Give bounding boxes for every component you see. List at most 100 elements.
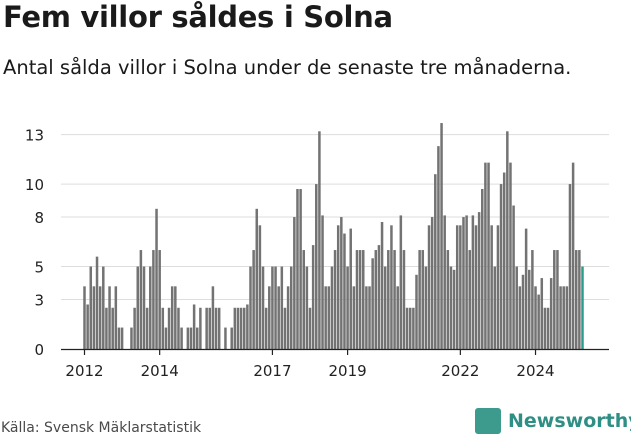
bar: [155, 208, 158, 349]
bar: [559, 286, 562, 349]
bar: [524, 228, 528, 349]
bar-chart: 0 3 5 8 10 13 2012 2014 2017 2019 2022 2024 5: [25, 0, 609, 380]
bar: [192, 304, 196, 349]
bar: [158, 250, 161, 349]
bar: [380, 222, 384, 349]
brand-name: Newsworthy: [508, 410, 631, 432]
bar: [362, 250, 365, 349]
bar: [120, 327, 124, 349]
bar: [180, 327, 183, 349]
bar: [299, 189, 302, 349]
bar: [396, 286, 399, 349]
bar: [130, 327, 133, 349]
bar: [477, 212, 481, 349]
bar: [383, 266, 387, 349]
bar: [98, 286, 102, 349]
bar: [336, 225, 340, 349]
bar: [102, 266, 105, 349]
newsworthy-icon: [475, 408, 501, 434]
bar: [239, 307, 243, 349]
bar: [327, 286, 331, 349]
bar: [302, 250, 305, 349]
bar: [274, 266, 277, 349]
bar: [255, 208, 259, 349]
latest-value-label: 5: [580, 0, 591, 5]
bar: [242, 307, 246, 349]
bar: [405, 307, 409, 349]
bar-highlight: [581, 266, 584, 349]
brand-logo[interactable]: Newsworthy: [475, 408, 631, 434]
x-tick-label: 2017: [253, 362, 291, 380]
bar: [230, 327, 233, 349]
bar: [377, 245, 381, 349]
bar: [578, 250, 581, 349]
bar: [424, 266, 428, 349]
bar: [214, 307, 218, 349]
bar: [95, 256, 99, 349]
x-tick-label: 2024: [516, 362, 554, 380]
bar: [430, 217, 434, 349]
bar: [518, 286, 522, 349]
bar: [186, 327, 190, 349]
bar: [528, 269, 531, 349]
bar: [211, 286, 215, 349]
bar: [170, 286, 174, 349]
bar: [540, 278, 544, 349]
bar: [352, 286, 356, 349]
bar: [493, 266, 497, 349]
bar: [205, 307, 208, 349]
bar: [161, 307, 165, 349]
bar: [487, 162, 490, 349]
bar: [390, 225, 393, 349]
bar: [268, 286, 271, 349]
bar: [443, 215, 446, 349]
y-tick-label: 0: [34, 341, 44, 359]
bar: [236, 307, 240, 349]
bar: [546, 307, 550, 349]
bar: [399, 215, 403, 349]
bar: [145, 307, 149, 349]
bar: [446, 250, 450, 349]
bar: [271, 266, 274, 349]
bar: [117, 327, 121, 349]
bar: [534, 286, 537, 349]
bar: [474, 225, 478, 349]
bar: [531, 250, 534, 349]
bar: [249, 266, 252, 349]
bar: [286, 286, 290, 349]
bar: [246, 304, 249, 349]
bar: [293, 217, 296, 349]
bar: [199, 307, 202, 349]
bar: [283, 307, 287, 349]
bar: [261, 266, 265, 349]
bar: [371, 258, 374, 349]
bar: [408, 307, 412, 349]
source-note: Källa: Svensk Mäklarstatistik: [1, 420, 202, 436]
bar: [462, 217, 465, 349]
bar: [83, 286, 86, 349]
bar: [315, 184, 318, 349]
bar: [502, 172, 506, 349]
bar: [142, 266, 146, 349]
bar: [565, 286, 569, 349]
bar: [543, 307, 547, 349]
bar: [277, 286, 280, 349]
bar: [437, 146, 440, 349]
bar: [509, 162, 512, 349]
bar: [86, 304, 89, 349]
bar: [233, 307, 237, 349]
bar: [308, 307, 312, 349]
bar: [484, 162, 487, 349]
bar: [512, 205, 515, 349]
bar: [318, 131, 321, 349]
bar: [217, 307, 221, 349]
bar: [412, 307, 415, 349]
bar: [421, 250, 425, 349]
bar: [440, 123, 443, 349]
bar: [499, 184, 503, 349]
y-tick-label: 13: [25, 127, 44, 145]
bar: [556, 250, 559, 349]
x-tick-label: 2012: [65, 362, 103, 380]
bar: [418, 250, 421, 349]
bar: [521, 274, 525, 349]
